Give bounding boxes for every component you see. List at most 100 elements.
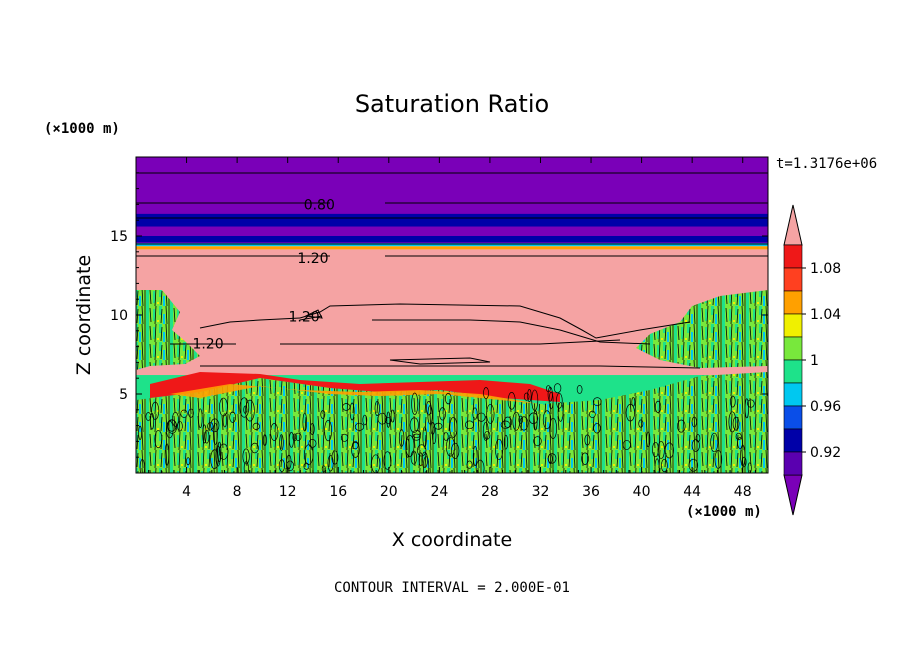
noise-loop xyxy=(138,425,142,440)
colorbar-tick-label: 1.04 xyxy=(810,307,841,323)
noise-loop xyxy=(732,416,740,431)
noise-loop xyxy=(533,436,542,447)
noise-loop xyxy=(149,412,155,430)
noise-loop xyxy=(483,387,489,400)
noise-loop xyxy=(519,416,529,431)
noise-loop xyxy=(592,397,602,407)
noise-loop xyxy=(444,393,452,405)
colorbar-swatch xyxy=(783,405,803,430)
noise-loop xyxy=(688,458,699,472)
y-tick-label: 5 xyxy=(119,387,128,403)
noise-loop xyxy=(242,448,250,465)
noise-loop xyxy=(445,437,456,457)
noise-loop xyxy=(198,408,203,428)
noise-loop xyxy=(411,392,419,415)
x-tick-label: 48 xyxy=(734,484,752,500)
colorbar-swatch xyxy=(783,428,803,453)
noise-loop xyxy=(523,392,530,401)
x-tick-label: 4 xyxy=(182,484,191,500)
x-tick-label: 32 xyxy=(532,484,550,500)
noise-loop xyxy=(584,434,591,446)
noise-loop xyxy=(654,400,662,413)
right-noisy-region xyxy=(636,290,768,368)
x-axis: 4 8 12 16 20 24 28 32 36 40 44 48 xyxy=(148,157,756,500)
x-tick-label: 24 xyxy=(430,484,448,500)
noise-loop xyxy=(695,434,701,443)
noise-loop xyxy=(222,413,227,428)
band-0 xyxy=(136,157,768,246)
noise-loop xyxy=(151,401,160,420)
noise-loop xyxy=(294,432,302,441)
plot-area xyxy=(136,157,768,473)
noise-loop xyxy=(292,433,297,442)
noise-loop xyxy=(405,438,410,458)
noise-loop xyxy=(386,411,391,428)
band-4 xyxy=(136,246,768,250)
noise-loop xyxy=(549,417,557,440)
noise-loop xyxy=(421,451,428,468)
noise-loop xyxy=(548,391,554,410)
noise-loop xyxy=(652,441,659,458)
noise-loop xyxy=(204,430,210,444)
contour-label: 1.20 xyxy=(192,336,223,352)
band-1 xyxy=(136,213,768,227)
contour-label: 1.20 xyxy=(289,310,320,326)
band-2 xyxy=(136,236,768,243)
colorbar-swatch xyxy=(783,313,803,338)
noise-loop xyxy=(747,462,752,473)
noise-loop xyxy=(475,459,485,473)
noise-loop xyxy=(303,462,310,470)
noise-loop xyxy=(309,423,315,435)
noise-loop xyxy=(321,465,326,473)
noise-loop xyxy=(229,411,236,423)
noise-loop xyxy=(430,422,436,435)
colorbar-tick-label: 0.92 xyxy=(810,445,841,461)
noise-loop xyxy=(349,402,355,421)
noise-loop xyxy=(747,399,755,408)
noise-loop xyxy=(398,429,405,447)
noise-loop xyxy=(625,404,635,422)
noise-contours xyxy=(138,383,755,473)
x-axis-label: X coordinate xyxy=(392,529,512,551)
noise-loop xyxy=(638,419,644,428)
noise-loop xyxy=(139,459,145,473)
x-unit-label: (×1000 m) xyxy=(686,504,762,520)
noise-loop xyxy=(482,421,489,441)
x-tick-label: 28 xyxy=(481,484,499,500)
noise-loop xyxy=(527,388,532,403)
noise-loop xyxy=(286,454,292,470)
noise-loop xyxy=(472,407,478,420)
noise-loop xyxy=(177,421,183,432)
y-unit-label: (×1000 m) xyxy=(44,121,120,137)
noise-loop xyxy=(449,417,458,438)
noise-loop xyxy=(270,423,279,441)
noise-loop xyxy=(210,449,219,470)
left-noisy-region xyxy=(136,290,200,370)
noise-loop xyxy=(218,397,228,417)
colorbar-extend-min xyxy=(783,474,803,516)
noise-loop xyxy=(427,405,433,425)
noise-loop xyxy=(210,418,220,433)
noise-loop xyxy=(664,442,674,459)
x-tick-label: 20 xyxy=(380,484,398,500)
noise-loop xyxy=(661,458,668,473)
noise-loop xyxy=(439,407,446,421)
noise-loop xyxy=(390,409,395,423)
noise-loop xyxy=(320,410,326,419)
noise-loop xyxy=(243,461,249,473)
noise-loop xyxy=(503,416,512,428)
noise-loop xyxy=(354,422,365,431)
noise-loop xyxy=(279,434,284,451)
noise-loop xyxy=(518,415,524,424)
noise-loop xyxy=(308,438,317,448)
noise-loop xyxy=(654,458,660,473)
colorbar-swatch xyxy=(783,290,803,315)
colorbar-tick-label: 1 xyxy=(810,353,819,369)
x-tick-label: 36 xyxy=(582,484,600,500)
y-tick-label: 15 xyxy=(110,229,128,245)
noise-loop xyxy=(286,460,295,472)
colorbar-extend-max xyxy=(783,204,803,246)
noise-loop xyxy=(243,405,248,414)
noise-loop xyxy=(252,422,260,430)
noise-loop xyxy=(374,400,380,416)
